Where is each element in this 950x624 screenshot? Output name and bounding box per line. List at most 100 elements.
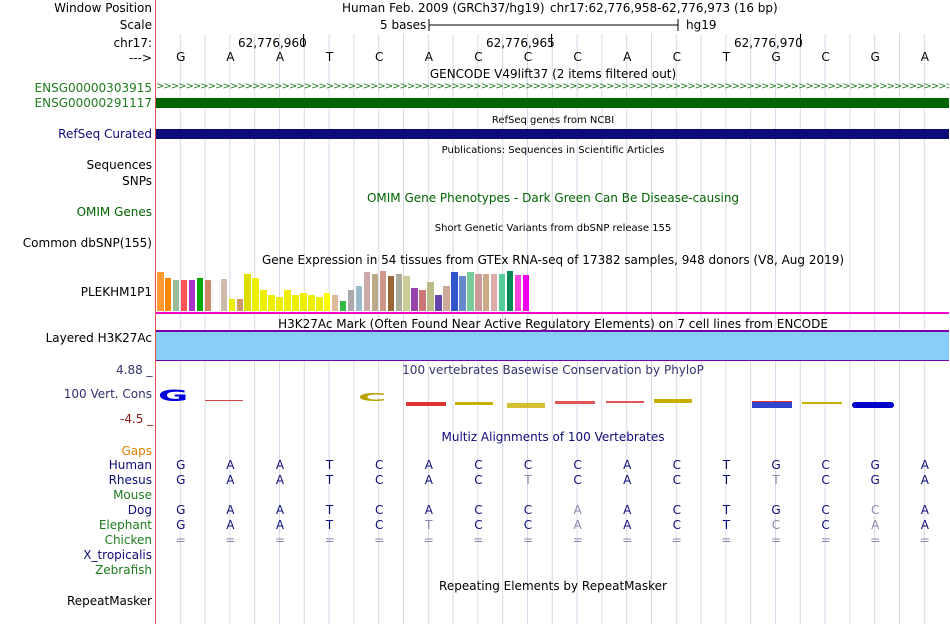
gtex-tissue-bar[interactable] (498, 274, 506, 311)
gtex-tissue-bar[interactable] (260, 290, 267, 311)
gtex-tissue-bar[interactable] (451, 272, 458, 311)
gtex-tissue-bar[interactable] (211, 281, 221, 312)
refseq-bar[interactable] (156, 129, 949, 139)
gtex-tissue-bar[interactable] (236, 299, 243, 311)
coord-tick-2: 62,776,965 (486, 36, 555, 50)
multiz-base: T (722, 503, 731, 517)
position-text[interactable]: chr17:62,776,958-62,776,973 (16 bp) (550, 1, 778, 15)
gtex-label[interactable]: PLEKHM1P1 (80, 285, 152, 299)
multiz-base: G (176, 503, 186, 517)
gtex-tissue-bar[interactable] (164, 278, 172, 311)
gtex-tissue-bar[interactable] (490, 274, 498, 311)
gtex-tissue-bar[interactable] (244, 274, 251, 311)
gtex-tissue-bar[interactable] (395, 274, 402, 311)
gencode-item-2-label[interactable]: ENSG00000291117 (34, 96, 152, 110)
multiz-species-label[interactable]: Dog (127, 503, 152, 517)
gtex-tissue-bar[interactable] (379, 271, 387, 311)
multiz-base: = (522, 533, 534, 547)
cons-logo-a-small (205, 400, 243, 401)
h3k27ac-label[interactable]: Layered H3K27Ac (45, 331, 152, 345)
multiz-species-label[interactable]: Mouse (113, 488, 152, 502)
multiz-species-label[interactable]: X_tropicalis (83, 548, 152, 562)
multiz-base: A (871, 518, 880, 532)
multiz-base: C (672, 503, 681, 517)
coord-tick-mark-3 (800, 34, 801, 47)
dbsnp-label[interactable]: Common dbSNP(155) (22, 236, 152, 250)
gtex-tissue-bar[interactable] (339, 301, 347, 311)
gtex-tissue-bar[interactable] (427, 282, 434, 311)
gtex-tissue-bar[interactable] (228, 299, 236, 311)
gtex-tissue-bar[interactable] (204, 280, 212, 311)
scale-text: 5 bases (380, 18, 427, 32)
gtex-tissue-bar[interactable] (467, 272, 474, 311)
multiz-base: A (226, 518, 235, 532)
gtex-tissue-bar[interactable] (331, 295, 339, 311)
conservation-title: 100 vertebrates Basewise Conservation by… (402, 363, 704, 377)
gtex-tissue-bar[interactable] (403, 276, 410, 311)
multiz-base: C (771, 518, 781, 532)
gtex-tissue-bar[interactable] (268, 295, 275, 311)
multiz-gaps-label[interactable]: Gaps (121, 444, 152, 458)
multiz-species-label[interactable]: Zebrafish (95, 563, 152, 577)
gtex-tissue-bar[interactable] (435, 295, 442, 311)
gtex-tissue-bar[interactable] (355, 286, 363, 311)
multiz-base: C (821, 473, 830, 487)
gtex-tissue-bar[interactable] (300, 293, 307, 311)
publications-title: Publications: Sequences in Scientific Ar… (441, 145, 665, 156)
multiz-species-label[interactable]: Chicken (104, 533, 152, 547)
multiz-species-label[interactable]: Elephant (98, 518, 152, 532)
multiz-base: G (771, 458, 781, 472)
gtex-tissue-bar[interactable] (252, 278, 259, 311)
gtex-tissue-bar[interactable] (443, 286, 450, 311)
multiz-species-label[interactable]: Human (108, 458, 152, 472)
chrom-label: chr17: (113, 36, 152, 50)
gtex-tissue-bar[interactable] (363, 272, 371, 311)
gencode-item-1-arrows[interactable]: >>>>>>>>>>>>>>>>>>>>>>>>>>>>>>>>>>>>>>>>… (156, 81, 949, 92)
reference-base: A (424, 50, 433, 64)
publications-sequences-label[interactable]: Sequences (86, 158, 152, 172)
multiz-species-label[interactable]: Rhesus (108, 473, 152, 487)
gtex-tissue-bar[interactable] (506, 271, 514, 311)
gtex-tissue-bar[interactable] (196, 278, 204, 311)
multiz-base: C (374, 473, 384, 487)
coord-tick-mark-2 (551, 34, 552, 47)
gtex-tissue-bar[interactable] (475, 274, 482, 311)
gtex-tissue-bar[interactable] (347, 290, 355, 311)
gtex-tissue-bar[interactable] (371, 274, 379, 311)
gtex-tissue-bar[interactable] (419, 290, 426, 311)
gtex-tissue-bar[interactable] (188, 280, 196, 311)
gtex-tissue-bar[interactable] (276, 297, 283, 311)
gtex-tissue-bar[interactable] (172, 280, 180, 311)
gencode-item-2-bar[interactable] (156, 98, 949, 108)
gtex-tissue-bar[interactable] (411, 288, 418, 311)
gtex-tissue-bar[interactable] (308, 295, 315, 311)
omim-label[interactable]: OMIM Genes (76, 205, 152, 219)
multiz-base: A (275, 473, 285, 487)
multiz-base: T (772, 473, 780, 487)
refseq-label[interactable]: RefSeq Curated (58, 127, 152, 141)
gtex-tissue-bar[interactable] (180, 280, 188, 311)
repeatmasker-label[interactable]: RepeatMasker (66, 594, 152, 608)
cons-logo-c4 (654, 399, 692, 403)
gtex-tissue-bar[interactable] (316, 297, 323, 311)
gtex-tissue-bar[interactable] (284, 290, 291, 311)
gtex-tissue-bar[interactable] (514, 275, 522, 311)
gtex-tissue-bar[interactable] (459, 276, 466, 311)
gtex-tissue-bar[interactable] (522, 275, 530, 311)
conservation-label[interactable]: 100 Vert. Cons (63, 387, 152, 401)
gtex-tissue-bar[interactable] (323, 293, 331, 311)
multiz-base: A (623, 473, 632, 487)
reference-base: C (474, 50, 483, 64)
h3k27ac-signal[interactable] (156, 330, 949, 361)
publications-snps-label[interactable]: SNPs (122, 174, 152, 188)
gtex-tissue-bar[interactable] (292, 295, 299, 311)
gencode-item-1-label[interactable]: ENSG00000303915 (34, 81, 152, 95)
gtex-tissue-bar[interactable] (157, 272, 164, 311)
omim-title: OMIM Gene Phenotypes - Dark Green Can Be… (366, 191, 740, 205)
gtex-tissue-bar[interactable] (220, 279, 228, 311)
gtex-tissue-bar[interactable] (387, 276, 395, 311)
multiz-base: C (523, 458, 533, 472)
multiz-base: = (820, 533, 831, 547)
gtex-tissue-bar[interactable] (482, 274, 490, 311)
reference-base: T (325, 50, 334, 64)
